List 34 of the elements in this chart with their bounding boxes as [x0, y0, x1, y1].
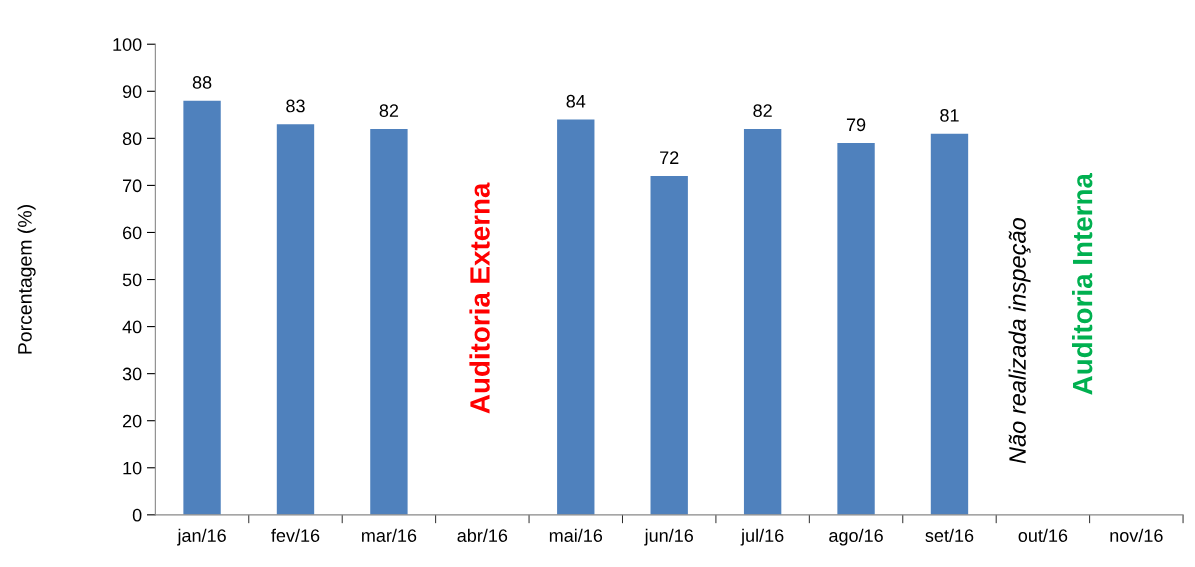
x-tick-label: mar/16	[362, 528, 417, 542]
data-label: 88	[192, 76, 212, 89]
x-tick-label: fev/16	[271, 528, 320, 542]
x-tick-label: mai/16	[549, 528, 603, 542]
annotation: Não realizada inspeção	[1008, 218, 1031, 464]
data-label: 83	[286, 99, 305, 113]
x-tick-label: jan/16	[177, 528, 226, 546]
x-tick-label: nov/16	[1110, 528, 1163, 542]
y-tick-label: 30	[122, 367, 142, 381]
y-tick-label: 50	[122, 273, 142, 287]
y-axis-title: Porcentagem (%)	[17, 205, 36, 354]
annotation: Auditoria Externa	[469, 182, 490, 414]
x-tick-label: jul/16	[740, 528, 784, 546]
annotation: Auditoria Interna	[1072, 172, 1093, 395]
y-tick-label: 40	[122, 320, 142, 334]
y-tick-label: 90	[122, 85, 142, 99]
y-tick-label: 10	[123, 461, 142, 475]
x-tick-label: ago/16	[829, 528, 883, 546]
data-label: 84	[566, 94, 586, 108]
data-label: 79	[846, 118, 866, 132]
data-label: 82	[753, 104, 772, 118]
data-label: 72	[660, 151, 679, 164]
y-tick-label: 100	[113, 38, 142, 51]
x-tick-label: out/16	[1018, 528, 1068, 542]
y-tick-label: 80	[122, 132, 142, 146]
y-tick-label: 0	[132, 508, 142, 522]
data-label: 81	[940, 108, 959, 122]
y-tick-label: 70	[123, 179, 142, 193]
y-tick-label: 60	[122, 226, 142, 240]
x-tick-label: abr/16	[457, 528, 508, 542]
x-tick-label: set/16	[925, 528, 974, 542]
y-tick-label: 20	[122, 414, 142, 428]
data-label: 82	[379, 104, 399, 118]
x-tick-label: jun/16	[644, 528, 694, 546]
